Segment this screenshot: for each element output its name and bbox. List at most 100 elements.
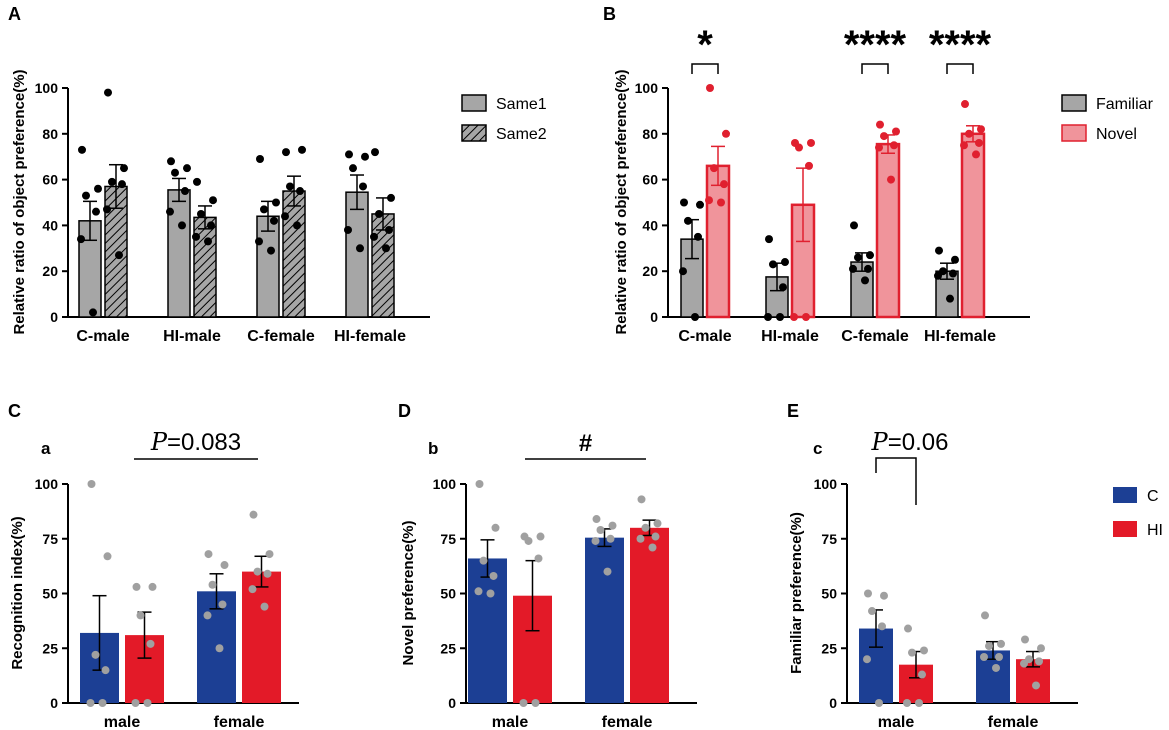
data-point — [861, 276, 869, 285]
data-point — [103, 552, 112, 561]
data-point — [136, 611, 145, 620]
x-tick-label: C-female — [247, 328, 315, 345]
data-point — [220, 561, 229, 570]
data-point — [887, 175, 895, 184]
data-point — [890, 141, 898, 150]
data-point — [475, 480, 484, 488]
data-point — [183, 164, 191, 173]
y-tick-label: 40 — [42, 217, 58, 233]
data-point — [248, 585, 257, 594]
data-point — [908, 648, 916, 657]
data-point — [148, 582, 157, 591]
data-point — [946, 294, 954, 303]
data-point — [880, 132, 888, 141]
data-point — [167, 157, 175, 166]
x-tick-label: HI-female — [334, 328, 406, 345]
data-point — [345, 150, 353, 159]
data-point — [263, 569, 272, 578]
y-tick-label: 100 — [433, 476, 457, 492]
legend-label-Familiar: Familiar — [1096, 96, 1154, 113]
bar-Same2-HI-male — [193, 216, 217, 318]
data-point — [591, 536, 600, 545]
data-point — [710, 164, 718, 173]
data-point — [875, 699, 883, 707]
data-point — [519, 699, 528, 707]
x-tick-label: C-male — [76, 328, 129, 345]
y-tick-label: 50 — [821, 586, 837, 602]
data-point — [648, 543, 657, 552]
data-point — [863, 655, 871, 664]
data-point — [203, 611, 212, 620]
legend-label-Novel: Novel — [1096, 126, 1137, 143]
y-axis-label-E: Familiar preference(%) — [788, 512, 805, 674]
data-point — [764, 313, 772, 321]
comparison-italic-p: P — [871, 428, 889, 456]
data-point — [361, 152, 369, 161]
data-point — [209, 196, 217, 205]
y-tick-label: 0 — [50, 309, 58, 325]
legend-label-Same1: Same1 — [496, 96, 547, 113]
legend-swatch-C — [1113, 487, 1137, 503]
comparison-label: P=0.083 — [150, 428, 241, 456]
comparison-label: # — [579, 430, 592, 457]
data-point — [104, 88, 112, 97]
data-point — [296, 187, 304, 196]
data-point — [781, 258, 789, 267]
data-point — [91, 650, 100, 659]
data-point — [272, 198, 280, 207]
data-point — [849, 264, 857, 273]
data-point — [980, 653, 988, 662]
figure-layer: A 0 20 40 60 80 100 Relative ratio of object pr… — [8, 4, 1163, 730]
data-point — [77, 235, 85, 244]
data-point — [146, 639, 155, 648]
legend-label-Same2: Same2 — [496, 126, 547, 143]
data-point — [87, 480, 96, 488]
data-point — [795, 143, 803, 152]
comparison-italic-p: P — [150, 428, 168, 456]
data-point — [86, 699, 95, 707]
bar-Same1-HI-female — [345, 191, 369, 318]
data-point — [193, 177, 201, 186]
data-point — [960, 141, 968, 150]
y-tick-label: 50 — [440, 586, 456, 602]
data-point — [977, 125, 985, 134]
data-point — [115, 251, 123, 260]
data-point — [293, 221, 301, 230]
panel-letter-A: A — [8, 4, 21, 24]
legend-swatch-Same2 — [461, 124, 487, 142]
panel-letter-B: B — [603, 4, 616, 24]
data-point — [249, 510, 258, 519]
data-point — [260, 205, 268, 214]
data-point — [491, 523, 500, 532]
y-axis-label-D: Novel preference(%) — [400, 520, 417, 665]
significance-stars: * — [697, 23, 713, 67]
data-point — [89, 308, 97, 317]
y-tick-label: 100 — [35, 80, 59, 96]
data-point — [992, 663, 1000, 672]
data-point — [684, 216, 692, 225]
data-point — [375, 209, 383, 218]
data-point — [765, 235, 773, 244]
bar-HI-female — [630, 527, 669, 703]
y-tick-label: 60 — [42, 172, 58, 188]
data-point — [370, 232, 378, 241]
data-point — [880, 591, 888, 600]
data-point — [98, 699, 107, 707]
data-point — [864, 589, 872, 598]
data-point — [474, 587, 483, 596]
data-point — [680, 198, 688, 207]
data-point — [92, 207, 100, 216]
x-tick-label: male — [878, 714, 915, 730]
y-tick-label: 100 — [635, 80, 659, 96]
data-point — [866, 251, 874, 260]
data-point — [981, 611, 989, 620]
x-tick-label: C-male — [678, 328, 731, 345]
y-axis-label-C: Recognition index(%) — [9, 516, 26, 669]
y-tick-label: 75 — [821, 531, 837, 547]
data-point — [850, 221, 858, 230]
y-tick-label: 100 — [814, 476, 838, 492]
bar-Novel-C-female — [875, 142, 901, 319]
panel-letter-E: E — [787, 401, 799, 421]
data-point — [696, 200, 704, 209]
data-point — [349, 164, 357, 173]
